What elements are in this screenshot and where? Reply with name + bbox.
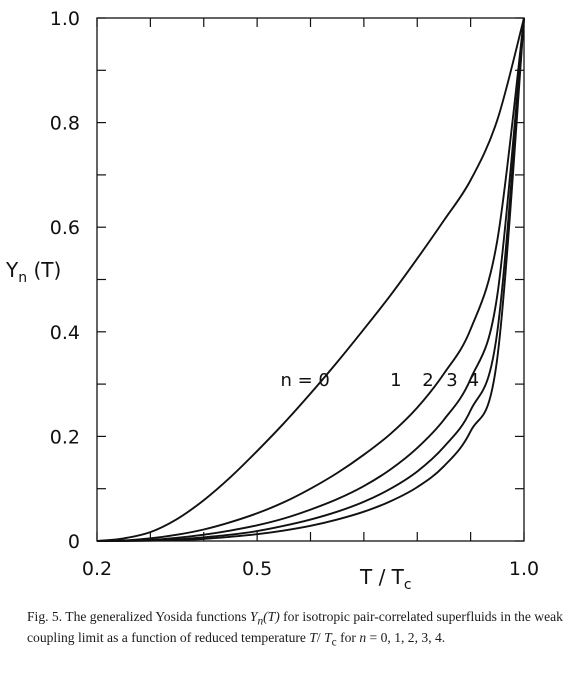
curve-label: 3 — [446, 370, 457, 391]
x-tick-label: 0.5 — [242, 558, 272, 580]
series-line-0 — [96, 17, 525, 542]
series-line-1 — [96, 17, 525, 542]
tick-labels: 0.2 0.5 1.000.20.40.60.81.0 — [50, 8, 539, 580]
x-tick-label: 0.2 — [82, 558, 112, 580]
y-tick-label: 0.4 — [50, 322, 80, 344]
series-line-3 — [96, 17, 525, 542]
y-tick-label: 0.6 — [50, 217, 80, 239]
curve-label: n = 0 — [280, 370, 329, 391]
curve-label: 4 — [468, 370, 479, 391]
y-tick-label: 0 — [68, 531, 80, 553]
x-tick-label: 1.0 — [509, 558, 539, 580]
curve-label: 1 — [390, 370, 401, 391]
y-tick-label: 1.0 — [50, 8, 80, 30]
series-curves — [96, 17, 525, 542]
y-tick-label: 0.8 — [50, 113, 80, 135]
y-tick-label: 0.2 — [50, 426, 80, 448]
series-line-2 — [96, 17, 525, 542]
figure-caption: Fig. 5. The generalized Yosida functions… — [27, 609, 563, 649]
y-axis-label: Yn (T) — [5, 258, 61, 286]
axis-ticks — [96, 17, 525, 542]
series-line-4 — [96, 17, 525, 542]
plot-frame — [96, 17, 525, 542]
curve-label: 2 — [422, 370, 433, 391]
x-axis-label: T / Tc — [359, 565, 412, 593]
